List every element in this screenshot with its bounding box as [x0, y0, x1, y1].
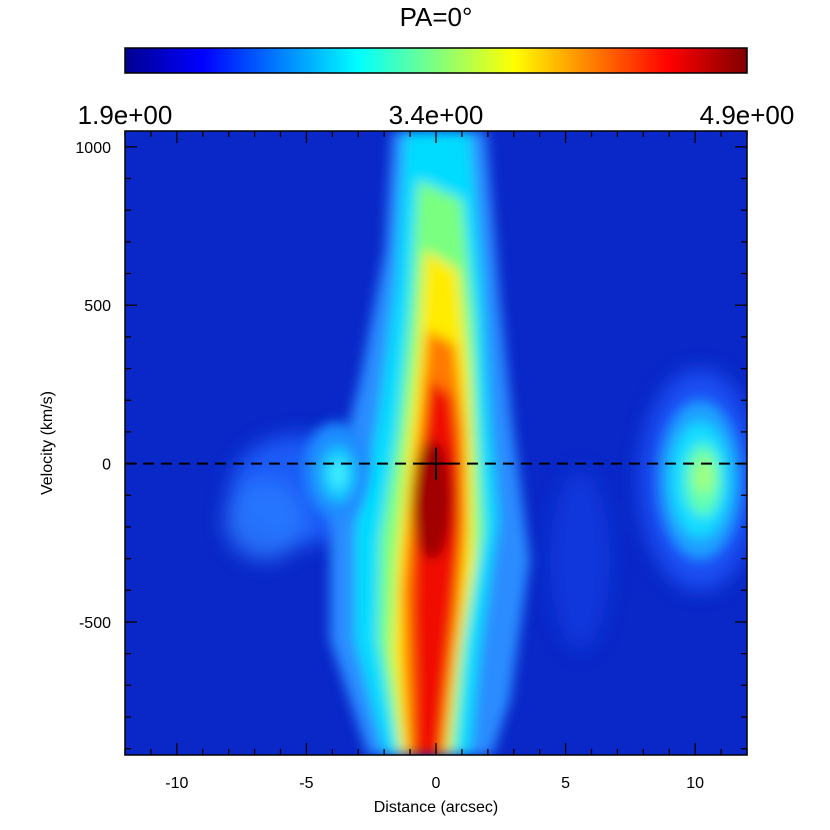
x-axis-label: Distance (arcsec) [374, 799, 498, 816]
band-peak [412, 440, 452, 560]
axes-layer: -10 -5 0 5 10 -500 0 500 1000 [75, 130, 748, 792]
y-tick-label: 500 [84, 298, 111, 315]
chart-title: PA=0° [400, 2, 473, 32]
colorbar: 1.9e+00 3.4e+00 4.9e+00 [78, 47, 795, 130]
colorbar-gradient [124, 47, 748, 74]
colorbar-mid-label: 3.4e+00 [389, 100, 484, 130]
y-axis-label: Velocity (km/s) [39, 391, 56, 495]
x-tick-label: -5 [299, 775, 313, 792]
center-cross-marker [420, 447, 452, 480]
y-tick-label: -500 [79, 615, 111, 632]
y-tick-label: 0 [102, 457, 111, 474]
x-tick-label: 5 [561, 775, 570, 792]
y-tick-label: 1000 [75, 140, 111, 157]
colorbar-min-label: 1.9e+00 [78, 100, 173, 130]
x-tick-label: 0 [432, 775, 441, 792]
left-knot [304, 422, 368, 518]
heatmap-area [125, 131, 747, 755]
right-knot [658, 400, 742, 560]
x-tick-label: 10 [686, 775, 704, 792]
x-tick-label: -10 [165, 775, 188, 792]
colorbar-max-label: 4.9e+00 [700, 100, 795, 130]
central-band [330, 131, 530, 755]
overlay-layer [125, 447, 747, 480]
